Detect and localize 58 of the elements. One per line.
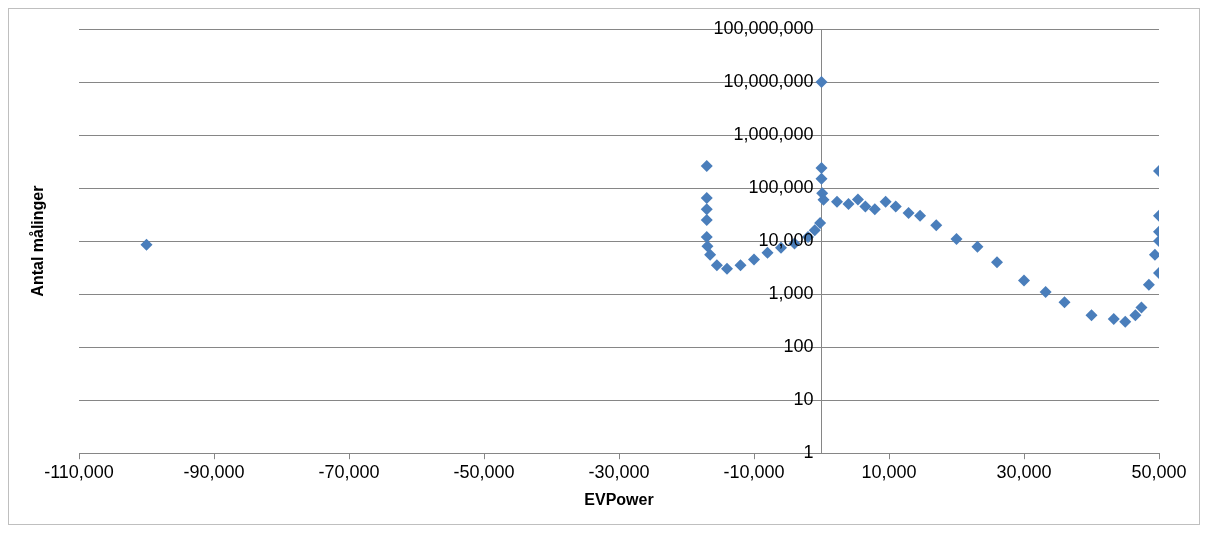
point (1119, 315, 1132, 328)
point (140, 238, 153, 251)
point (734, 259, 747, 272)
x-tick-label: -90,000 (183, 461, 245, 482)
point (814, 216, 827, 229)
point (700, 214, 713, 226)
point (851, 193, 864, 206)
point (914, 209, 927, 222)
point (748, 253, 760, 266)
point (879, 195, 892, 208)
y-tick-label: 1,000 (768, 283, 814, 304)
point (859, 200, 872, 213)
point (815, 76, 828, 89)
point (1107, 312, 1120, 325)
point (902, 206, 915, 219)
point (710, 259, 723, 272)
y-tick-label: 100,000,000 (713, 17, 814, 38)
point (1018, 274, 1030, 287)
point (700, 203, 713, 216)
point (868, 203, 881, 216)
y-tick-label: 100,000 (748, 177, 814, 198)
point (842, 198, 855, 211)
x-tick-label: -50,000 (453, 461, 515, 482)
point (1142, 278, 1155, 291)
point (704, 248, 717, 261)
point (721, 262, 733, 275)
point (815, 161, 828, 174)
y-tick-label: 100 (783, 336, 814, 357)
x-tick-label: 30,000 (996, 461, 1052, 482)
point (815, 172, 828, 185)
point (991, 256, 1003, 269)
x-tick-label: -70,000 (318, 461, 380, 482)
point (1129, 309, 1142, 322)
x-tick-label: -110,000 (44, 461, 114, 482)
x-tick-label: 10,000 (861, 461, 917, 482)
point (1148, 248, 1159, 261)
point (1058, 296, 1071, 309)
x-tick-label: -30,000 (588, 461, 650, 482)
point (971, 240, 984, 253)
point (930, 219, 943, 232)
x-axis-title: EVPower (584, 490, 654, 508)
point (700, 230, 713, 243)
y-axis-title: Antal målinger (29, 185, 47, 297)
point (1135, 301, 1148, 314)
point (831, 195, 844, 208)
point (701, 240, 714, 253)
point (889, 200, 902, 213)
y-tick-label: 1 (803, 442, 814, 463)
y-tick-label: 1,000,000 (733, 124, 814, 145)
point (1039, 285, 1052, 298)
point (700, 160, 713, 173)
point (950, 232, 963, 245)
x-tick-label: 50,000 (1131, 461, 1187, 482)
y-tick-label: 10,000,000 (723, 70, 814, 91)
x-tick-label: -10,000 (723, 461, 785, 482)
point (1085, 309, 1098, 322)
y-tick-label: 10 (793, 389, 814, 410)
point (700, 192, 713, 204)
